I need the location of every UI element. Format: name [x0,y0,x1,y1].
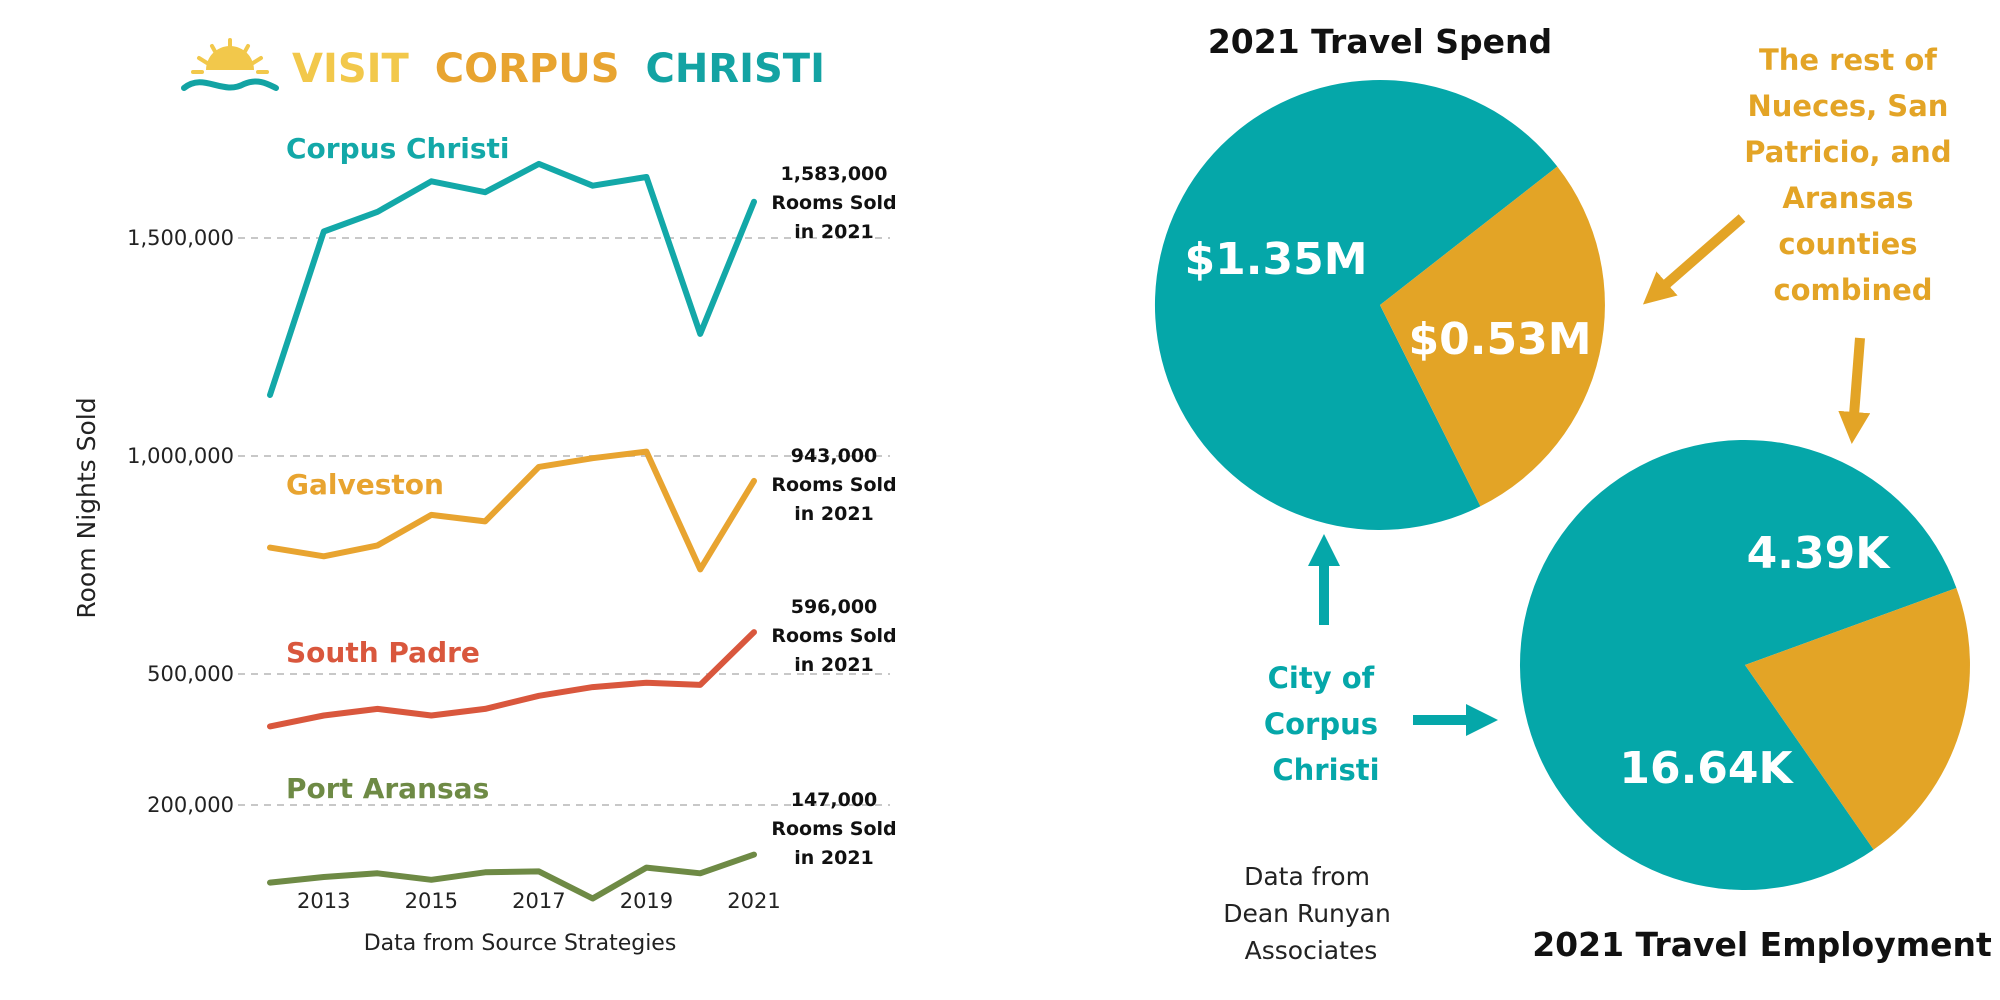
pie-slice-label: $0.53M [1409,314,1592,365]
annotations-2021: 1,583,000 Rooms Sold in 2021 943,000 Rooms S… [771,163,896,869]
pie-slice [1154,79,1558,530]
annotation-2021: 1,583,000 Rooms Sold in 2021 [771,163,896,243]
spend-pie-title: 2021 Travel Spend [1208,22,1552,61]
callout-rest-line-1: The rest of [1759,43,1937,77]
series-label: Corpus Christi [286,132,510,165]
annotation-2021: 596,000 Rooms Sold in 2021 [771,596,896,676]
series-labels: Corpus Christi Galveston South Padre Port A… [286,132,510,805]
brand-word-corpus: CORPUS [435,46,620,92]
svg-text:VISIT CORPUS CHRIS: VISIT CORPUS CHRISTI [292,46,825,92]
annotation-line: in 2021 [794,503,874,525]
arrow-to-spend-orange-icon [1642,214,1746,305]
series-lines [267,160,757,902]
annotation-line: 147,000 [791,789,878,811]
sun-icon [191,38,269,74]
series-label: Port Aransas [286,772,489,805]
pie-slice [1745,588,1970,850]
y-tick-label: 200,000 [147,793,234,817]
annotation-line: 943,000 [791,445,878,467]
y-tick-label: 1,500,000 [127,226,234,250]
spend-pie-chart: $1.35M $0.53M [1154,79,1605,530]
brand-logo: VISIT CORPUS CHRISTI [181,38,825,92]
employment-pie-title: 2021 Travel Employment [1532,925,1992,964]
x-tick-label: 2015 [405,889,458,913]
y-axis-ticks: 200,000 500,000 1,000,000 1,500,000 [127,226,234,817]
annotation-line: in 2021 [794,847,874,869]
gridlines [238,237,890,806]
annotation-line: Rooms Sold [771,818,896,840]
series-label: Galveston [286,468,444,501]
callout-city: City of Corpus Christi [1264,661,1388,787]
series-line-port-aransas [267,851,757,902]
x-tick-label: 2013 [297,889,350,913]
callout-rest-line-5: counties [1778,227,1917,261]
pie-slice-label: $1.35M [1185,234,1368,285]
annotation-2021: 147,000 Rooms Sold in 2021 [771,789,896,869]
x-tick-label: 2017 [512,889,565,913]
annotation-2021: 943,000 Rooms Sold in 2021 [771,445,896,525]
annotation-line: 596,000 [791,596,878,618]
pies-source-line-2: Dean Runyan [1223,899,1391,928]
line-chart-source: Data from Source Strategies [364,931,677,956]
callout-rest-line-6: combined [1773,273,1932,307]
employment-pie-chart: 16.64K 4.39K [1519,439,1970,890]
series-line-south-padre [267,629,757,730]
callout-city-line-2: Corpus [1264,707,1378,741]
annotation-line: Rooms Sold [771,625,896,647]
callout-city-line-3: Christi [1272,753,1379,787]
series-label: South Padre [286,636,480,669]
pies-source-line-1: Data from [1244,862,1370,891]
callout-rest-of-counties: The rest of Nueces, San Patricio, and Ar… [1744,43,1961,307]
annotation-line: Rooms Sold [771,192,896,214]
x-tick-label: 2019 [620,889,673,913]
series-line-galveston [267,448,757,573]
pies-source: Data from Dean Runyan Associates [1223,862,1399,965]
pie-slice-label: 16.64K [1619,743,1794,794]
brand-word-visit: VISIT [292,46,410,92]
series-line-corpus-christi [267,160,757,398]
x-tick-label: 2021 [727,889,780,913]
pie-slice [1380,166,1605,507]
brand-word-christi: CHRISTI [645,46,825,92]
annotation-line: in 2021 [794,221,874,243]
arrow-to-employment-orange-icon [1838,337,1871,444]
pies-source-line-3: Associates [1245,936,1378,965]
callout-rest-line-2: Nueces, San [1747,89,1948,123]
annotation-line: Rooms Sold [771,474,896,496]
callout-city-line-1: City of [1268,661,1375,695]
callout-rest-line-3: Patricio, and [1744,135,1951,169]
x-axis-ticks: 2013 2015 2017 2019 2021 [297,889,781,913]
pie-slice [1519,439,1957,890]
annotation-line: 1,583,000 [781,163,888,185]
wave-icon [181,78,279,91]
pie-slice-label: 4.39K [1747,528,1892,579]
y-tick-label: 500,000 [147,662,234,686]
annotation-line: in 2021 [794,654,874,676]
y-tick-label: 1,000,000 [127,444,234,468]
y-axis-title: Room Nights Sold [72,397,101,618]
callout-rest-line-4: Aransas [1782,181,1913,215]
